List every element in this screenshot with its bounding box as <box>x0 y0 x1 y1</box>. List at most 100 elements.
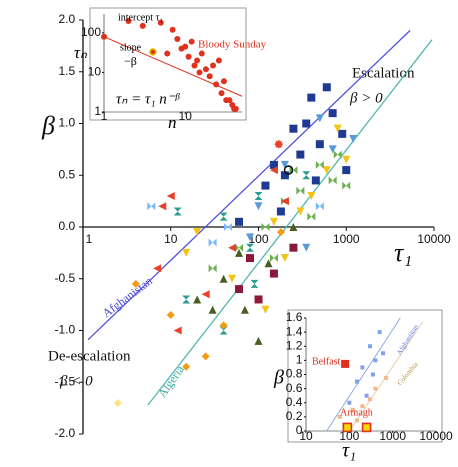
annotation: −β <box>124 54 137 68</box>
point <box>338 129 347 138</box>
point <box>315 160 324 169</box>
point <box>322 166 331 175</box>
y-tick-label: 0 <box>296 423 303 437</box>
annotation: n <box>168 113 177 132</box>
point <box>311 176 320 185</box>
point <box>213 81 220 88</box>
point <box>296 207 305 216</box>
point <box>245 243 254 252</box>
point <box>328 176 337 185</box>
annotation: τₙ <box>74 43 87 62</box>
point <box>333 124 342 133</box>
annotation: β <box>273 367 284 389</box>
point <box>337 414 342 419</box>
annotation: slope <box>120 42 142 53</box>
y-tick-label: -0.5 <box>55 271 76 285</box>
point <box>296 186 305 195</box>
point <box>131 279 140 288</box>
point <box>235 285 244 294</box>
point <box>208 238 217 247</box>
x-tick-label: 10 <box>164 232 178 246</box>
annotation: De-escalation <box>48 348 131 364</box>
point <box>219 212 228 221</box>
y-tick-label: 1 <box>94 104 101 118</box>
point <box>208 305 217 314</box>
y-tick-label: 0.2 <box>286 409 303 423</box>
y-tick-label: 1 <box>296 353 303 367</box>
x-tick-label: 10000 <box>419 429 453 443</box>
point <box>280 254 289 263</box>
y-tick-label: 1.4 <box>286 324 303 338</box>
point <box>347 400 352 405</box>
point <box>219 274 228 283</box>
point <box>245 233 254 242</box>
inset-frame <box>287 309 443 443</box>
point <box>307 212 316 221</box>
point <box>264 259 273 268</box>
point <box>182 362 191 371</box>
point <box>373 358 378 363</box>
point <box>218 90 225 97</box>
y-tick-label: 2.0 <box>59 12 76 26</box>
trend-line <box>147 39 433 406</box>
point <box>307 191 316 200</box>
x-tick-label: 10 <box>179 109 193 123</box>
x-tick-label: 10 <box>299 429 313 443</box>
point <box>169 26 176 33</box>
x-tick-label: 100 <box>339 429 359 443</box>
point <box>269 254 278 263</box>
point <box>188 38 195 45</box>
point <box>269 269 278 278</box>
point <box>235 243 244 252</box>
point <box>157 19 164 26</box>
point <box>235 248 244 257</box>
annotation: Bloody Sunday <box>198 39 267 51</box>
point <box>350 407 355 412</box>
point <box>254 191 263 200</box>
point <box>149 48 157 56</box>
point <box>364 393 369 398</box>
y-tick-label: -1.0 <box>55 323 76 337</box>
point <box>261 181 270 190</box>
point <box>342 166 351 175</box>
x-tick-label: 1000 <box>333 232 360 246</box>
point <box>240 305 249 314</box>
x-axis-label: τ₁ <box>394 238 412 267</box>
y-tick-label: 0.8 <box>286 367 303 381</box>
y-tick-label: 1.5 <box>59 64 76 78</box>
point <box>261 223 270 231</box>
point <box>147 202 156 211</box>
point <box>182 43 189 50</box>
point <box>254 202 263 211</box>
point <box>276 228 285 237</box>
point <box>173 326 182 335</box>
point <box>289 124 298 133</box>
line-label: Algeria <box>155 362 187 400</box>
point <box>315 114 324 123</box>
point <box>360 365 365 370</box>
x-tick-label: 1000 <box>379 429 406 443</box>
point <box>328 145 337 154</box>
x-tick-label: 10000 <box>417 232 451 246</box>
point <box>269 166 278 175</box>
point <box>149 48 156 55</box>
point <box>269 217 278 226</box>
point <box>158 202 167 211</box>
point <box>333 150 342 159</box>
point <box>315 202 324 211</box>
point <box>361 422 372 433</box>
point <box>276 207 285 216</box>
trend-line <box>326 317 401 432</box>
point <box>166 310 175 319</box>
point <box>210 62 217 69</box>
annotation: Escalation <box>352 65 415 81</box>
point <box>219 326 228 335</box>
point <box>196 69 203 76</box>
line-label: Afghanistan <box>100 274 155 320</box>
x-tick-label: 1 <box>101 109 108 123</box>
annotation: Belfast <box>312 356 341 367</box>
point <box>113 398 122 407</box>
point <box>125 17 132 24</box>
point <box>174 36 181 43</box>
